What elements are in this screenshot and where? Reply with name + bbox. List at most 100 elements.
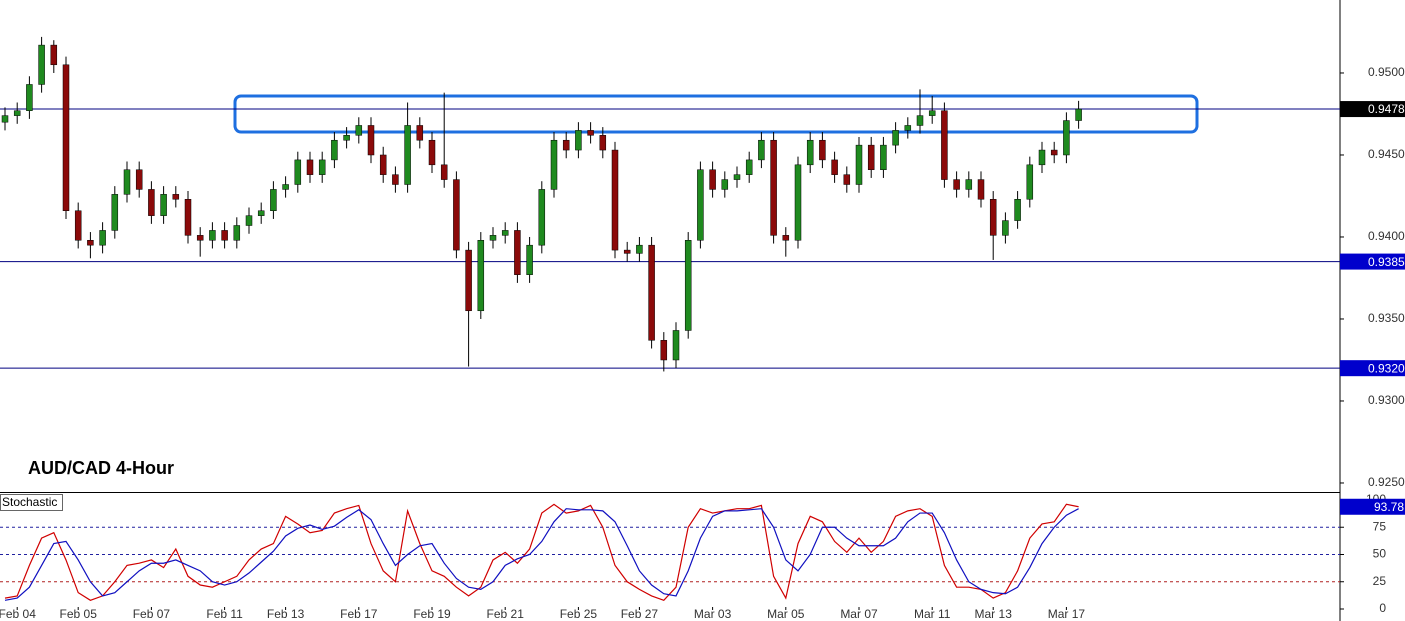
- candle-body: [709, 169, 716, 190]
- candle-body: [648, 244, 655, 341]
- candle-body: [1026, 164, 1034, 200]
- x-tick-label: Mar 07: [840, 607, 878, 621]
- candle-body: [1075, 108, 1082, 121]
- y-tick-label: 0.9400: [1368, 229, 1405, 243]
- candle-body: [13, 110, 21, 116]
- marks: 0.9250 0.9300 0.9350 0.9400 0.9450 0.9500 0.94…: [0, 36, 1405, 621]
- candle-body: [172, 194, 180, 200]
- candle-body: [38, 44, 45, 85]
- level-label-box: [1340, 253, 1405, 270]
- x-tick-label: Mar 13: [975, 607, 1013, 621]
- candle-body: [855, 144, 863, 185]
- candle-body: [1038, 149, 1046, 166]
- candle-body: [880, 144, 887, 170]
- candle-body: [209, 230, 216, 241]
- candle-body: [355, 125, 363, 136]
- level-label: 0.9385: [1368, 255, 1405, 269]
- x-tick-label: Feb 27: [621, 607, 659, 621]
- candle-body: [404, 125, 411, 185]
- candle-body: [721, 179, 729, 190]
- y-tick-label: 50: [1373, 547, 1387, 561]
- x-tick-label: Feb 19: [413, 607, 451, 621]
- candle-body: [282, 184, 289, 190]
- candle-body: [1014, 199, 1021, 221]
- x-tick-label: Feb 07: [133, 607, 171, 621]
- stochastic-line: [4, 508, 1079, 601]
- candle-body: [819, 139, 826, 161]
- candle-body: [977, 179, 985, 200]
- y-tick-label: 0.9300: [1368, 393, 1405, 407]
- candle-body: [697, 169, 704, 241]
- candle-body: [538, 189, 546, 246]
- candle-body: [331, 139, 338, 161]
- x-tick-label: Feb 04: [0, 607, 36, 621]
- candle-body: [684, 240, 692, 331]
- x-tick-label: Mar 05: [767, 607, 805, 621]
- candle-body: [843, 174, 851, 185]
- y-tick-label: 75: [1373, 519, 1387, 533]
- candle-body: [916, 115, 924, 126]
- candle-body: [758, 139, 765, 161]
- candle-body: [257, 210, 265, 216]
- candle-body: [575, 130, 582, 151]
- candle-body: [245, 215, 253, 226]
- candle-body: [196, 235, 204, 241]
- candle-body: [111, 194, 119, 231]
- candle-body: [514, 230, 521, 275]
- candle-body: [794, 164, 802, 241]
- y-tick-label: 0.9250: [1368, 475, 1405, 489]
- candle-body: [294, 159, 302, 185]
- candle-body: [62, 64, 70, 211]
- candle-body: [892, 130, 899, 146]
- candle-body: [953, 179, 960, 190]
- candle-body: [660, 340, 668, 361]
- value-label: 93.78: [1374, 500, 1404, 514]
- x-tick-label: Feb 17: [340, 607, 378, 621]
- x-tick-label: Mar 03: [694, 607, 732, 621]
- y-tick-label: 0: [1379, 601, 1386, 615]
- candle-body: [233, 225, 241, 241]
- candle-body: [1, 115, 9, 123]
- candle-body: [782, 235, 790, 241]
- candle-body: [1050, 149, 1058, 156]
- candle-body: [123, 169, 131, 195]
- candle-body: [733, 174, 741, 180]
- level-label: 0.9478: [1368, 102, 1405, 116]
- candle-body: [599, 135, 607, 151]
- x-tick-label: Feb 11: [206, 607, 243, 621]
- candle-body: [416, 125, 424, 141]
- candle-body: [867, 144, 875, 170]
- candle-body: [440, 164, 448, 180]
- candle-body: [270, 189, 277, 211]
- candle-body: [587, 130, 594, 136]
- candle-body: [367, 125, 375, 156]
- indicator-label-box: [0, 494, 63, 511]
- candle-body: [489, 235, 497, 241]
- candle-body: [184, 199, 192, 236]
- candle-body: [135, 169, 143, 190]
- candle-body: [562, 139, 570, 151]
- candle-body: [379, 154, 387, 175]
- x-tick-label: Feb 13: [267, 607, 305, 621]
- value-label-box: [1340, 498, 1405, 515]
- candle-body: [87, 240, 94, 246]
- level-label-box: [1340, 101, 1405, 118]
- stochastic-line: [4, 503, 1079, 601]
- y-tick-label: 0.9350: [1368, 311, 1405, 325]
- candle-body: [306, 159, 314, 175]
- candle-body: [611, 149, 619, 251]
- candle-body: [1002, 220, 1009, 236]
- candle-body: [526, 244, 533, 275]
- candle-body: [770, 139, 777, 236]
- candle-body: [148, 189, 155, 216]
- level-label-box: [1340, 360, 1405, 377]
- candle-body: [26, 84, 33, 111]
- candle-body: [745, 159, 753, 175]
- candle-body: [623, 249, 631, 254]
- candle-body: [160, 194, 167, 216]
- candle-body: [392, 174, 399, 185]
- level-label: 0.9320: [1368, 361, 1405, 375]
- candle-body: [99, 230, 106, 246]
- candle-body: [501, 230, 509, 236]
- candle-body: [965, 179, 973, 190]
